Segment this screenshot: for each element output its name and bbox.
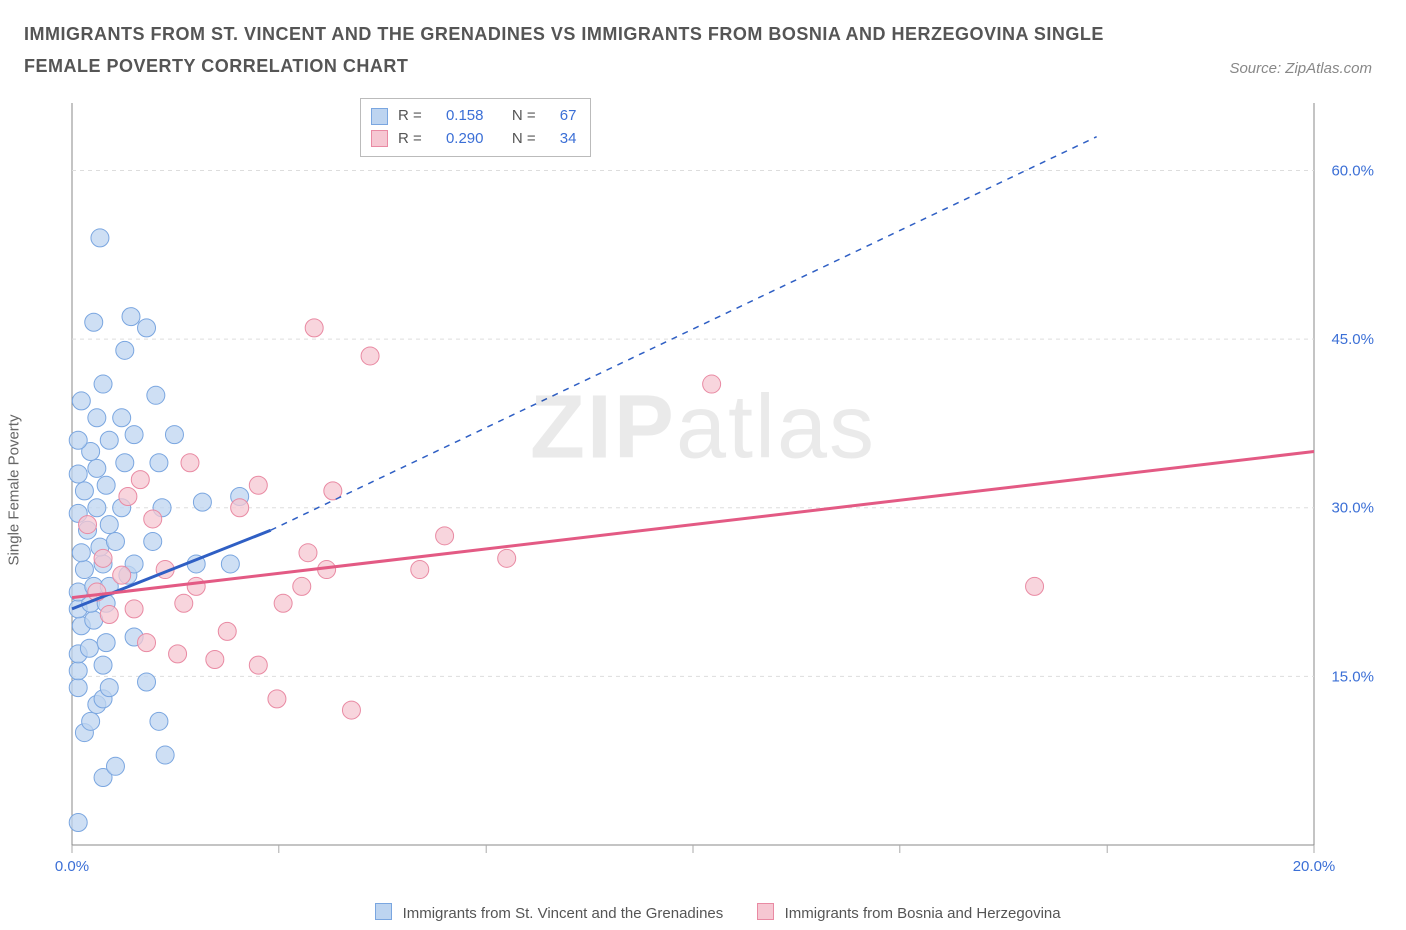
correlation-legend: R = 0.158 N = 67 R = 0.290 N = 34 <box>360 98 591 157</box>
legend-row-series-a: R = 0.158 N = 67 <box>371 105 576 128</box>
r-value-b: 0.290 <box>446 128 484 151</box>
svg-text:45.0%: 45.0% <box>1331 331 1374 348</box>
legend-row-series-b: R = 0.290 N = 34 <box>371 128 576 151</box>
plot-area: Single Female Poverty 15.0%30.0%45.0%60.… <box>24 95 1384 885</box>
bottom-swatch-b <box>757 903 774 920</box>
scatter-plot-svg: 15.0% 30.0% 45.0% 60.0% 0.0% 20.0% <box>52 95 1384 885</box>
legend-swatch-a <box>371 108 388 125</box>
series-a-label: Immigrants from St. Vincent and the Gren… <box>403 905 724 922</box>
y-axis-label: Single Female Poverty <box>6 415 23 566</box>
r-value-a: 0.158 <box>446 105 484 128</box>
bottom-swatch-a <box>375 903 392 920</box>
n-value-a: 67 <box>560 105 577 128</box>
series-b-label: Immigrants from Bosnia and Herzegovina <box>785 905 1061 922</box>
bottom-legend: Immigrants from St. Vincent and the Gren… <box>0 903 1406 922</box>
source-label: Source: ZipAtlas.com <box>1229 60 1382 83</box>
svg-text:15.0%: 15.0% <box>1331 668 1374 685</box>
svg-text:0.0%: 0.0% <box>55 858 89 875</box>
n-value-b: 34 <box>560 128 577 151</box>
legend-swatch-b <box>371 130 388 147</box>
svg-text:60.0%: 60.0% <box>1331 162 1374 179</box>
svg-text:20.0%: 20.0% <box>1293 858 1336 875</box>
svg-text:30.0%: 30.0% <box>1331 500 1374 517</box>
chart-title: IMMIGRANTS FROM ST. VINCENT AND THE GREN… <box>24 18 1124 83</box>
